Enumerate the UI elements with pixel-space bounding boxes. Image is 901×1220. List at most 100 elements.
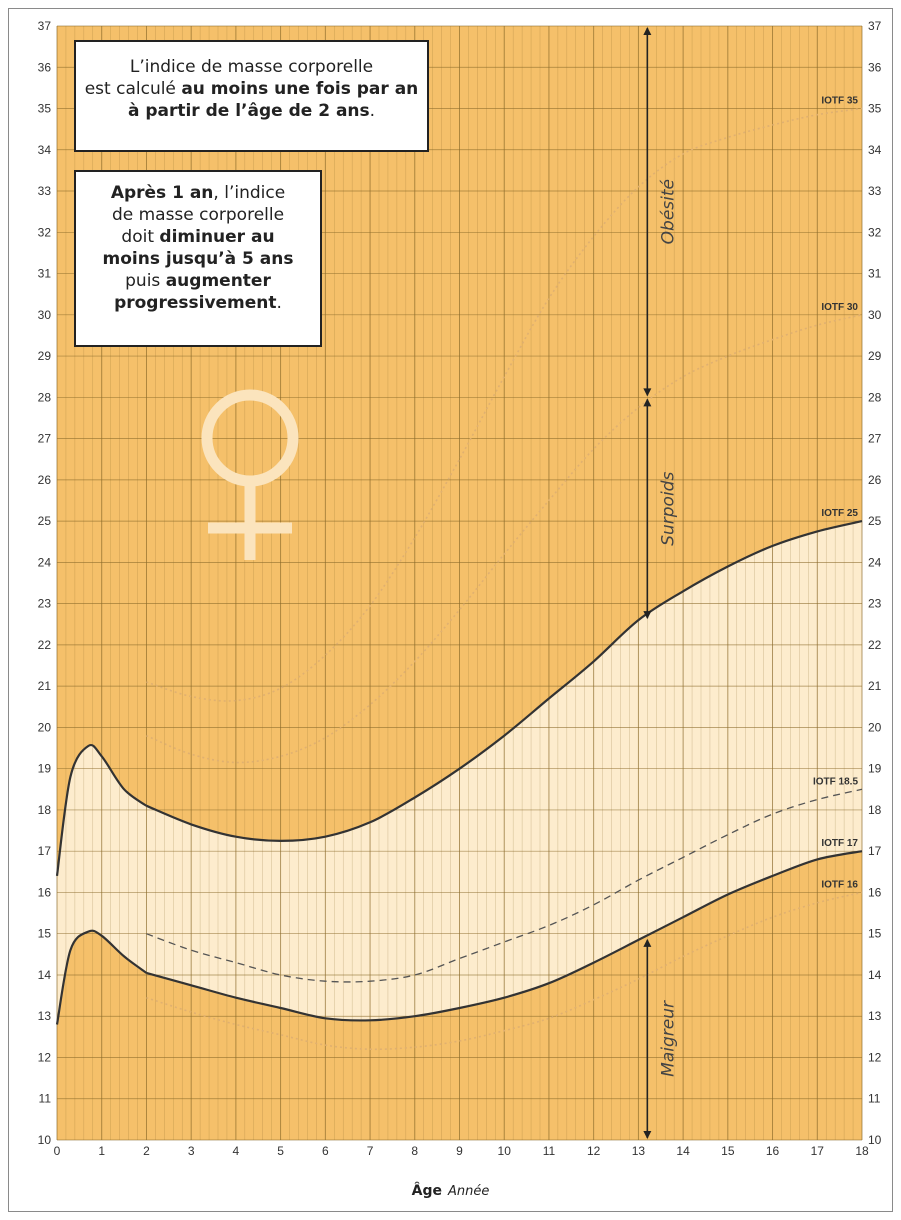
series-label-iotf-17: IOTF 17	[821, 838, 858, 849]
y-tick-label-left: 33	[38, 184, 52, 198]
zone-arrow-head-top	[643, 938, 652, 947]
info-box-evolution: Après 1 an, l’indice de masse corporelle…	[74, 170, 322, 347]
y-tick-label-right: 27	[868, 432, 882, 446]
x-tick-label: 5	[277, 1144, 284, 1158]
x-tick-label: 14	[676, 1144, 690, 1158]
x-tick-label: 16	[766, 1144, 780, 1158]
info-box-2-line6-post: .	[276, 293, 282, 314]
series-label-iotf-25: IOTF 25	[821, 508, 858, 519]
x-tick-label: 3	[188, 1144, 195, 1158]
y-tick-label-right: 22	[868, 638, 882, 652]
y-tick-label-right: 33	[868, 184, 882, 198]
x-tick-label: 18	[855, 1144, 869, 1158]
x-tick-label: 11	[543, 1144, 556, 1158]
y-tick-label-right: 29	[868, 349, 882, 363]
x-axis-caption: Âge Année	[0, 1183, 901, 1199]
y-tick-label-left: 23	[38, 597, 52, 611]
y-tick-label-left: 31	[38, 267, 52, 281]
y-tick-label-left: 35	[38, 102, 52, 116]
series-label-iotf-16: IOTF 16	[821, 879, 858, 890]
x-tick-label: 15	[721, 1144, 735, 1158]
y-tick-label-right: 31	[868, 267, 882, 281]
y-tick-label-right: 37	[868, 19, 882, 33]
y-tick-label-right: 36	[868, 60, 882, 74]
venus-icon	[201, 389, 299, 560]
y-tick-label-right: 35	[868, 102, 882, 116]
info-box-1-line2-pre: est calculé	[84, 79, 182, 100]
series-line-iotf-17	[146, 850, 863, 1022]
y-tick-label-right: 15	[868, 927, 882, 941]
info-box-1-line1: L’indice de masse corporelle	[129, 57, 374, 77]
y-tick-label-left: 32	[38, 225, 52, 239]
y-tick-label-right: 25	[868, 514, 882, 528]
y-tick-label-left: 37	[38, 19, 52, 33]
upper-band-curve-early	[55, 744, 148, 877]
y-tick-label-left: 27	[38, 432, 52, 446]
y-tick-label-left: 14	[38, 968, 52, 982]
zone-arrow-head-top	[643, 27, 652, 35]
y-tick-label-left: 11	[39, 1092, 52, 1106]
y-tick-label-right: 23	[868, 597, 882, 611]
x-tick-label: 9	[456, 1144, 463, 1158]
series-line-iotf-16	[146, 891, 863, 1051]
y-tick-label-left: 24	[38, 555, 52, 569]
y-tick-label-right: 14	[868, 968, 882, 982]
info-box-2-line1-post: , l’indice	[213, 183, 286, 203]
y-tick-label-right: 13	[868, 1009, 882, 1023]
y-tick-label-right: 28	[868, 390, 882, 404]
info-box-2-line5-bold: augmenter	[165, 271, 271, 292]
x-tick-label: 12	[587, 1144, 601, 1158]
y-tick-label-left: 34	[38, 143, 52, 157]
y-tick-label-left: 20	[38, 720, 52, 734]
y-tick-label-right: 17	[868, 844, 882, 858]
y-tick-label-left: 36	[38, 60, 52, 74]
y-tick-label-right: 34	[868, 143, 882, 157]
y-tick-label-left: 21	[38, 679, 52, 693]
zone-arrow-maigreur	[643, 938, 652, 1139]
y-tick-label-right: 18	[868, 803, 882, 817]
info-box-2-line5-pre: puis	[125, 271, 166, 292]
info-box-2-line4-bold: moins jusqu’à 5 ans	[102, 249, 294, 270]
y-tick-label-left: 13	[38, 1009, 52, 1023]
series-line-iotf-35	[146, 107, 863, 702]
y-tick-label-right: 20	[868, 720, 882, 734]
info-box-1-line3-bold: à partir de l’âge de 2 ans	[127, 101, 370, 122]
y-tick-label-right: 21	[868, 679, 882, 693]
y-tick-label-left: 12	[38, 1050, 52, 1064]
y-tick-label-right: 30	[868, 308, 882, 322]
series-line-iotf-30	[146, 314, 863, 764]
series-label-iotf-35: IOTF 35	[821, 96, 858, 107]
y-tick-label-left: 10	[38, 1133, 52, 1147]
y-tick-label-left: 22	[38, 638, 52, 652]
info-box-measurement: L’indice de masse corporelle est calculé…	[74, 40, 429, 152]
x-axis-unit: Année	[447, 1184, 490, 1199]
x-tick-label: 13	[632, 1144, 646, 1158]
zone-arrow-obesite	[643, 27, 652, 397]
y-tick-label-left: 16	[38, 885, 52, 899]
y-tick-label-left: 28	[38, 390, 52, 404]
x-tick-label: 4	[233, 1144, 240, 1158]
zone-label-obesite: Obésité	[658, 179, 678, 244]
zone-arrow-surpoids	[643, 398, 652, 620]
x-tick-label: 0	[54, 1144, 61, 1158]
zone-arrow-head-top	[643, 398, 652, 407]
y-tick-label-left: 19	[38, 762, 52, 776]
series-line-iotf-25	[145, 520, 863, 843]
y-tick-label-left: 26	[38, 473, 52, 487]
x-tick-label: 2	[143, 1144, 150, 1158]
y-tick-label-right: 26	[868, 473, 882, 487]
x-tick-label: 8	[411, 1144, 418, 1158]
x-tick-label: 10	[498, 1144, 512, 1158]
y-tick-label-right: 24	[868, 555, 882, 569]
lower-band-curve-early	[55, 929, 148, 1025]
y-tick-label-left: 30	[38, 308, 52, 322]
series-label-iotf-30: IOTF 30	[821, 302, 858, 313]
zone-label-surpoids: Surpoids	[658, 472, 678, 546]
info-box-2-line3-bold: diminuer au	[159, 227, 275, 248]
y-tick-label-left: 18	[38, 803, 52, 817]
y-tick-label-left: 15	[38, 927, 52, 941]
y-tick-label-right: 12	[868, 1050, 882, 1064]
y-tick-label-left: 25	[38, 514, 52, 528]
zone-arrow-head-bottom	[643, 1131, 652, 1139]
x-tick-label: 6	[322, 1144, 329, 1158]
